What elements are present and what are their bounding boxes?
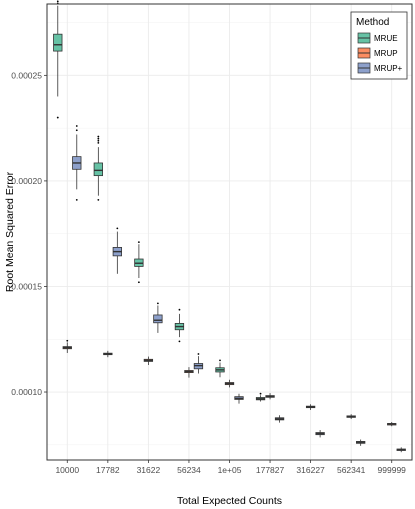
box-mrue-177827 (255, 392, 266, 402)
box-mrue-17782 (93, 135, 103, 201)
box-mrup-plus-17782 (112, 227, 122, 274)
outlier-point (56, 0, 59, 3)
outlier-point (97, 139, 100, 142)
x-tick-label: 17782 (96, 465, 120, 475)
y-tick-label: 0.00025 (11, 70, 42, 80)
x-tick-label: 1e+05 (218, 465, 242, 475)
outlier-point (137, 281, 140, 284)
x-tick-label: 56234 (177, 465, 201, 475)
y-axis-title: Root Mean Squared Error (4, 171, 16, 292)
x-tick-label: 10000 (55, 465, 79, 475)
box-mrup-plus-999999 (396, 447, 406, 453)
outlier-point (197, 353, 200, 355)
x-tick-label: 177827 (256, 465, 285, 475)
outlier-point (219, 359, 221, 362)
box-mrup-1e+05 (224, 379, 235, 388)
box-mrup-316227 (305, 404, 316, 410)
box-mrup-31622 (143, 356, 154, 365)
outlier-point (97, 137, 100, 140)
outlier-point (97, 199, 100, 201)
box-mrup-177827 (265, 393, 275, 400)
box-mrup-17782 (103, 350, 113, 358)
box-mrue-1e+05 (215, 359, 225, 378)
box-mrup-plus-56234 (193, 353, 204, 374)
outlier-point (116, 227, 119, 230)
outlier-point (75, 125, 78, 127)
axes: 0.00010 0.00015 0.00020 0.00025 10000 17782 31… (11, 70, 406, 475)
box-mrue-31622 (134, 241, 144, 284)
legend-title: Method (356, 17, 389, 28)
x-tick-label: 31622 (137, 465, 161, 475)
outlier-point (97, 142, 100, 144)
outlier-point (137, 241, 140, 244)
legend-label: MRUP (374, 49, 398, 58)
box-mrup-plus-10000 (72, 125, 82, 201)
box-mrup-56234 (184, 367, 194, 378)
box-mrup-562341 (346, 414, 356, 420)
outlier-point (75, 129, 78, 132)
x-tick-label: 999999 (378, 465, 407, 475)
box-mrup-plus-316227 (315, 430, 325, 438)
box-mrup-10000 (62, 339, 72, 353)
box-mrup-plus-31622 (153, 302, 163, 333)
x-tick-label: 562341 (337, 465, 366, 475)
outlier-point (178, 308, 181, 311)
legend: Method MRUE MRUP MRUP+ (350, 11, 408, 80)
box-body (93, 162, 103, 177)
box-body (153, 314, 163, 324)
box-mrup-plus-1e+05 (234, 393, 244, 404)
box-mrup-999999 (387, 422, 397, 427)
outlier-point (156, 302, 159, 305)
outlier-point (178, 340, 181, 343)
box-mrue-10000 (53, 0, 63, 119)
y-tick-label: 0.00015 (11, 281, 42, 291)
box-body (53, 33, 63, 52)
legend-label: MRUP+ (374, 64, 403, 73)
y-tick-label: 0.00010 (11, 387, 42, 397)
box-mrup-plus-562341 (356, 439, 366, 446)
x-tick-label: 316227 (296, 465, 325, 475)
outlier-point (259, 392, 262, 395)
outlier-point (97, 135, 100, 138)
legend-label: MRUE (374, 34, 398, 43)
y-tick-label: 0.00020 (11, 176, 42, 186)
box-mrue-56234 (174, 308, 185, 343)
outlier-point (56, 116, 59, 119)
outlier-point (75, 199, 78, 201)
x-axis-title: Total Expected Counts (177, 495, 282, 507)
outlier-point (66, 339, 69, 342)
box-mrup-plus-177827 (274, 415, 285, 423)
